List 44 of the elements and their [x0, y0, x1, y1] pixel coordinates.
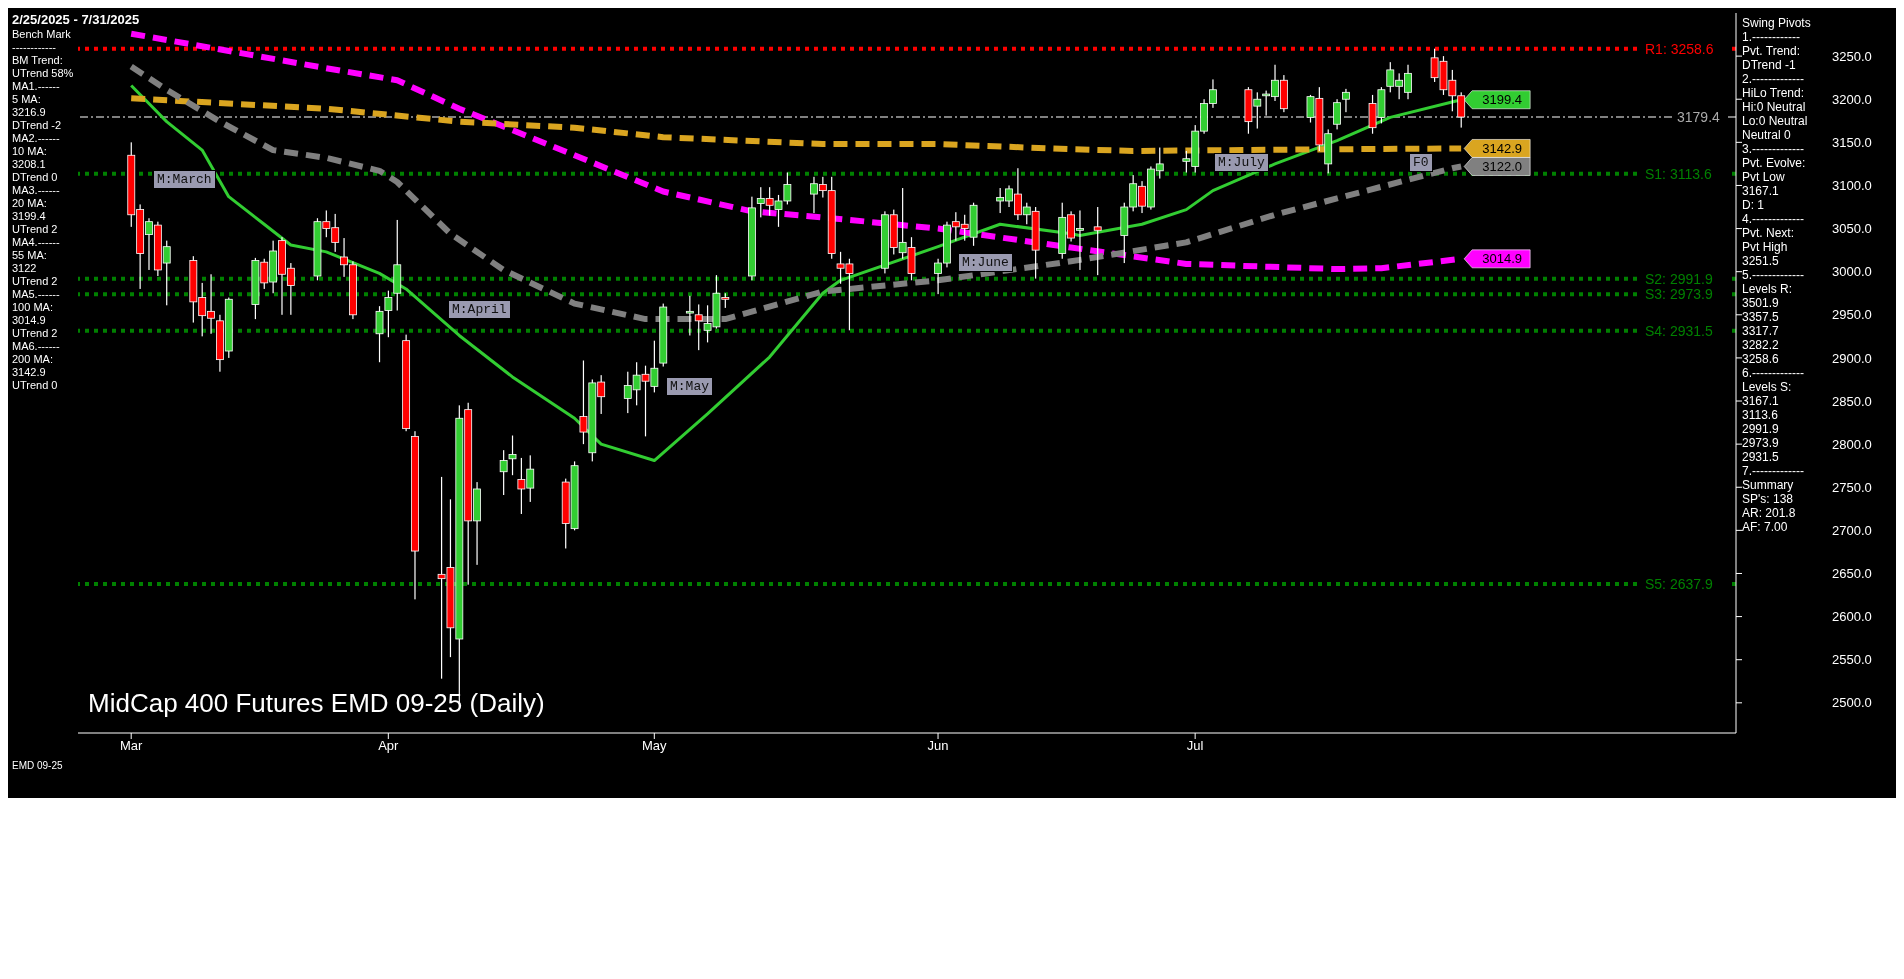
y-tick-label: 3000.0 — [1832, 264, 1872, 280]
y-tick-label: 3100.0 — [1832, 178, 1872, 194]
ref-line-label: S5: 2637.9 — [1645, 575, 1713, 592]
ref-line-label: S4: 2931.5 — [1645, 322, 1713, 339]
candlestick — [1342, 88, 1350, 113]
annotation: M:July — [1214, 153, 1269, 172]
y-tick-label: 2550.0 — [1832, 652, 1872, 668]
data-label: 3014.9 — [1482, 251, 1523, 267]
x-tick-label: May — [642, 738, 668, 754]
y-tick-label: 2750.0 — [1832, 479, 1872, 495]
ref-line-label: S2: 2991.9 — [1645, 270, 1713, 287]
annotation: M:May — [666, 377, 714, 396]
ref-line-label: S3: 2973.9 — [1645, 286, 1713, 303]
y-tick-label: 2900.0 — [1832, 350, 1872, 366]
text: Bench Mark ------------ BM Trend: UTrend 58% MA1.------ 5 MA: 3216.9 DTrend -2 MA2.------ 10 MA: 3208.1 DTrend 0 MA3.------ 20 MA: 3199.4 UTrend 2 MA4.------ 55 MA: 3122 UTrend 2 MA5.------ 100 MA: 3014.9 UTrend 2 MA6.------ 200 MA: 3142.9 UTrend 0 — [12, 28, 74, 391]
y-tick-label: 2850.0 — [1832, 393, 1872, 409]
text: MidCap 400 Futures EMD 09-25 (Daily) — [88, 688, 545, 719]
y-tick-label: 2600.0 — [1832, 609, 1872, 625]
annotation: M:March — [153, 170, 216, 189]
annotation: M:June — [958, 253, 1013, 272]
x-tick-label: Jun — [927, 738, 949, 754]
x-tick-label: Mar — [120, 738, 144, 754]
y-tick-label: 2800.0 — [1832, 436, 1872, 452]
y-tick-label: 3150.0 — [1832, 134, 1872, 150]
x-tick-label: Apr — [378, 738, 400, 754]
y-tick-label: 3050.0 — [1832, 221, 1872, 237]
text: EMD 09-25 — [12, 760, 63, 771]
annotation: F0 — [1409, 153, 1433, 172]
ref-line-label: R1: 3258.6 — [1645, 40, 1714, 57]
data-label: 3199.4 — [1482, 92, 1523, 108]
y-tick-label: 3200.0 — [1832, 91, 1872, 107]
y-tick-label: 2700.0 — [1832, 522, 1872, 538]
text: Swing Pivots 1.------------ Pvt. Trend: DTrend -1 2.------------- HiLo Trend: Hi:0 Neutral Lo:0 Neutral Neutral 0 3.------------- Pvt. Evolve: Pvt Low 3167.1 D: 1 4.------------- Pvt. Next: Pvt High 3251.5 5.------------- Levels R: 3501.9 3357.5 3317.7 3282.2 3258.6 6.------------- Levels S: 3167.1 3113.6 2991.9 2973.9 2931.5 7.------------- Summary SP's: 138 AR: 201.8 AF: 7.00 — [1742, 16, 1811, 534]
data-label: 3142.9 — [1482, 140, 1523, 156]
ref-line-label: S1: 3113.6 — [1645, 165, 1712, 182]
data-label: 3122.0 — [1482, 158, 1523, 174]
ref-line-label: 3179.4 — [1677, 108, 1721, 125]
x-tick-label: Jul — [1186, 738, 1204, 754]
y-tick-label: 3250.0 — [1832, 48, 1872, 64]
y-tick-label: 2650.0 — [1832, 566, 1872, 582]
y-tick-label: 2500.0 — [1832, 695, 1872, 711]
annotation: M:April — [448, 300, 511, 319]
chart-subtitle: 2/25/2025 - 7/31/2025 — [12, 12, 140, 27]
y-tick-label: 2950.0 — [1832, 307, 1872, 323]
